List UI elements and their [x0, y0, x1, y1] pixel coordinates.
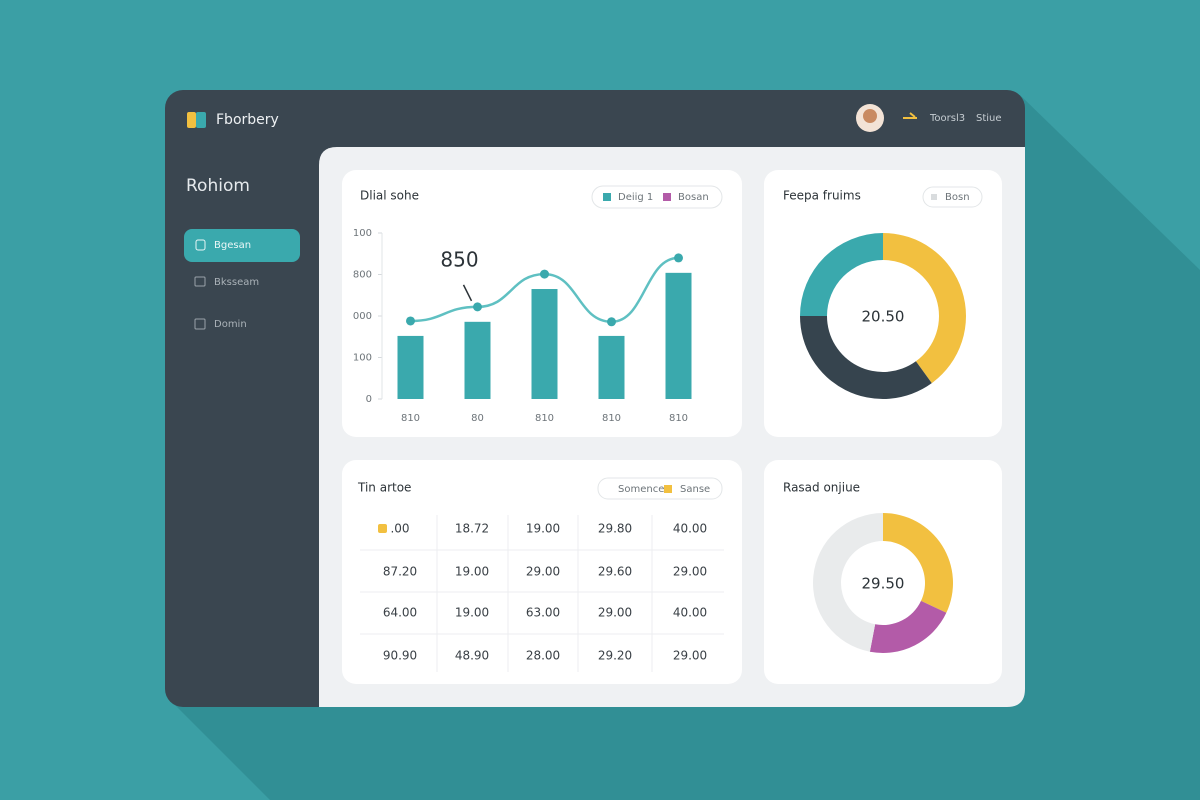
- annotation: 850: [440, 247, 478, 271]
- legend-swatch: [603, 193, 611, 201]
- nav-icon: [195, 239, 206, 251]
- nav-item[interactable]: Bksseam: [214, 277, 259, 288]
- card: [342, 460, 742, 684]
- avatar-face: [863, 109, 877, 123]
- legend-label: Deiig 1: [618, 192, 653, 203]
- table-cell: 64.00: [383, 606, 417, 620]
- table-cell: 29.00: [673, 565, 707, 579]
- sidebar-title: Rohiom: [186, 176, 250, 196]
- table-cell: 29.00: [526, 565, 560, 579]
- x-tick-label: 80: [471, 413, 484, 424]
- bar: [598, 335, 625, 399]
- legend-swatch: [664, 485, 672, 493]
- chip[interactable]: [922, 186, 983, 208]
- table-cell: .00: [390, 522, 409, 536]
- table-cell: 29.00: [598, 606, 632, 620]
- donut-segment: [883, 513, 953, 613]
- table-cell: 90.90: [383, 649, 417, 663]
- user-label[interactable]: Toorsl3: [929, 113, 965, 124]
- table-grid: [360, 515, 724, 672]
- annotation-line: [462, 284, 473, 302]
- table-cell: 29.20: [598, 649, 632, 663]
- nav-icon: [194, 276, 206, 287]
- point: [406, 316, 415, 326]
- donut-segment: [800, 316, 932, 400]
- legend-swatch: [663, 193, 671, 201]
- legend-label: Sanse: [680, 484, 710, 495]
- point: [540, 269, 549, 279]
- nav-item[interactable]: Domin: [214, 319, 247, 330]
- card-title: Dlial sohe: [360, 189, 419, 203]
- row-icon: [378, 524, 387, 533]
- nav-active[interactable]: [184, 229, 300, 262]
- chip-label[interactable]: Bosn: [945, 192, 970, 203]
- card: [764, 460, 1002, 684]
- x-tick-label: 810: [535, 413, 554, 424]
- table-cell: 19.00: [526, 522, 560, 536]
- table-cell: 48.90: [455, 649, 489, 663]
- x-tick-label: 810: [669, 413, 688, 424]
- bar: [464, 321, 491, 399]
- table-cell: 63.00: [526, 606, 560, 620]
- bar: [665, 272, 692, 399]
- bar: [531, 289, 558, 399]
- y-tick-label: 000: [353, 311, 372, 322]
- logo: [196, 112, 206, 128]
- notification-icon[interactable]: [903, 112, 917, 119]
- donut-center-label: 29.50: [862, 575, 905, 593]
- legend-label: Bosan: [678, 192, 709, 203]
- table-cell: 19.00: [455, 606, 489, 620]
- donut-segment: [883, 233, 966, 384]
- donut-segment: [800, 233, 883, 316]
- user-menu[interactable]: Stiue: [976, 113, 1002, 124]
- brand: Fborbery: [216, 112, 279, 128]
- x-tick-label: 810: [401, 413, 420, 424]
- table-cell: 29.00: [673, 649, 707, 663]
- table-cell: 40.00: [673, 522, 707, 536]
- nav-icon: [194, 318, 206, 330]
- donut-center-label: 20.50: [862, 308, 905, 326]
- x-tick-label: 810: [602, 413, 621, 424]
- legend-label: Somence: [618, 484, 664, 495]
- table-cell: 18.72: [455, 522, 489, 536]
- point: [674, 253, 683, 263]
- y-tick-label: 100: [353, 228, 372, 239]
- bar: [397, 335, 424, 399]
- chip-icon: [931, 194, 937, 200]
- card-title: Feepa fruims: [783, 189, 861, 203]
- table-cell: 87.20: [383, 565, 417, 579]
- y-tick-label: 800: [353, 270, 372, 281]
- card-title: Tin artoe: [357, 481, 411, 495]
- table-cell: 19.00: [455, 565, 489, 579]
- legend: [597, 477, 723, 500]
- table-cell: 28.00: [526, 649, 560, 663]
- table-cell: 40.00: [673, 606, 707, 620]
- card-title: Rasad onjiue: [783, 481, 860, 495]
- y-tick-label: 100: [353, 353, 372, 364]
- point: [473, 302, 482, 312]
- nav-item[interactable]: Bgesan: [214, 240, 251, 251]
- donut-segment: [869, 600, 947, 654]
- legend: [591, 185, 723, 209]
- logo: [187, 112, 196, 128]
- donut-segment: [813, 513, 883, 652]
- table-cell: 29.60: [598, 565, 632, 579]
- point: [607, 317, 616, 327]
- table-cell: 29.80: [598, 522, 632, 536]
- y-tick-label: 0: [366, 394, 372, 405]
